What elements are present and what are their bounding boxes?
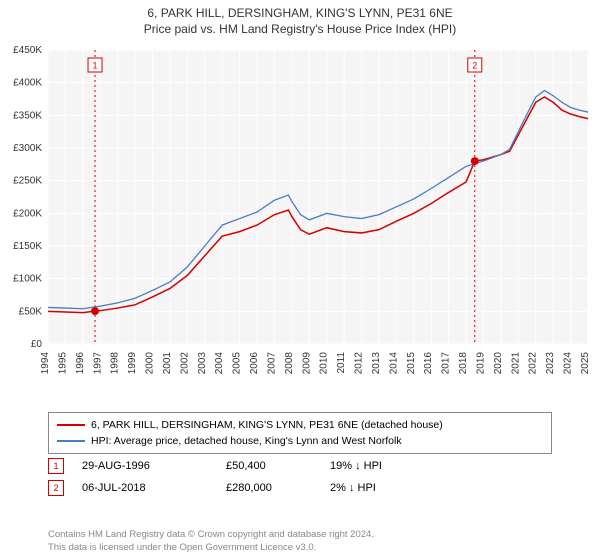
transaction-price: £280,000 [226,482,326,494]
legend-swatch [57,440,85,442]
svg-text:2: 2 [472,61,477,71]
title-area: 6, PARK HILL, DERSINGHAM, KING'S LYNN, P… [0,0,600,36]
svg-text:£450K: £450K [13,45,42,56]
svg-text:£300K: £300K [13,143,42,154]
svg-text:1: 1 [93,61,98,71]
transaction-diff: 19% ↓ HPI [330,460,450,472]
svg-text:1996: 1996 [75,352,86,375]
svg-text:2017: 2017 [441,352,452,375]
svg-text:£0: £0 [31,339,43,350]
svg-text:1994: 1994 [40,352,51,375]
svg-text:2020: 2020 [493,352,504,375]
svg-text:1995: 1995 [57,352,68,375]
svg-text:£150K: £150K [13,241,42,252]
footer-line: This data is licensed under the Open Gov… [48,541,552,554]
svg-text:1998: 1998 [110,352,121,375]
footer-line: Contains HM Land Registry data © Crown c… [48,528,552,541]
transaction-diff: 2% ↓ HPI [330,482,450,494]
svg-text:2015: 2015 [406,352,417,375]
transaction-marker-icon: 2 [48,480,64,496]
svg-text:2025: 2025 [580,352,591,375]
svg-text:2000: 2000 [145,352,156,375]
svg-text:1997: 1997 [92,352,103,375]
svg-text:2002: 2002 [179,352,190,375]
svg-text:2012: 2012 [354,352,365,375]
legend-row: HPI: Average price, detached house, King… [57,433,543,449]
svg-text:£350K: £350K [13,110,42,121]
transaction-marker-icon: 1 [48,458,64,474]
chart: £0 £50K £100K £150K £200K £250K £300K £350K £400… [0,44,600,404]
svg-text:2003: 2003 [197,352,208,375]
transaction-date: 29-AUG-1996 [82,460,222,472]
legend-label: 6, PARK HILL, DERSINGHAM, KING'S LYNN, P… [91,417,443,433]
svg-text:2001: 2001 [162,352,173,375]
svg-text:£100K: £100K [13,274,42,285]
legend-row: 6, PARK HILL, DERSINGHAM, KING'S LYNN, P… [57,417,543,433]
svg-text:2010: 2010 [319,352,330,375]
svg-text:2021: 2021 [510,352,521,375]
transaction-price: £50,400 [226,460,326,472]
legend: 6, PARK HILL, DERSINGHAM, KING'S LYNN, P… [48,412,552,454]
svg-text:2016: 2016 [423,352,434,375]
legend-label: HPI: Average price, detached house, King… [91,433,402,449]
svg-text:2018: 2018 [458,352,469,375]
title-line-2: Price paid vs. HM Land Registry's House … [0,22,600,36]
title-line-1: 6, PARK HILL, DERSINGHAM, KING'S LYNN, P… [0,6,600,20]
footer: Contains HM Land Registry data © Crown c… [48,528,552,554]
svg-text:2007: 2007 [266,352,277,375]
svg-text:1999: 1999 [127,352,138,375]
legend-swatch [57,424,85,426]
svg-text:£400K: £400K [13,78,42,89]
svg-text:2011: 2011 [336,352,347,374]
transaction-list: 1 29-AUG-1996 £50,400 19% ↓ HPI 2 06-JUL… [48,458,552,502]
svg-text:2019: 2019 [475,352,486,375]
transaction-row: 2 06-JUL-2018 £280,000 2% ↓ HPI [48,480,552,496]
svg-text:2005: 2005 [232,352,243,375]
svg-text:2023: 2023 [545,352,556,375]
transaction-row: 1 29-AUG-1996 £50,400 19% ↓ HPI [48,458,552,474]
svg-text:2013: 2013 [371,352,382,375]
chart-container: 6, PARK HILL, DERSINGHAM, KING'S LYNN, P… [0,0,600,560]
svg-text:£250K: £250K [13,176,42,187]
svg-text:2008: 2008 [284,352,295,375]
svg-text:2009: 2009 [301,352,312,375]
svg-text:2022: 2022 [528,352,539,375]
svg-text:£50K: £50K [19,306,43,317]
svg-text:2006: 2006 [249,352,260,375]
svg-text:£200K: £200K [13,208,42,219]
transaction-date: 06-JUL-2018 [82,482,222,494]
svg-text:2014: 2014 [388,352,399,375]
svg-text:2004: 2004 [214,352,225,375]
svg-text:2024: 2024 [563,352,574,375]
